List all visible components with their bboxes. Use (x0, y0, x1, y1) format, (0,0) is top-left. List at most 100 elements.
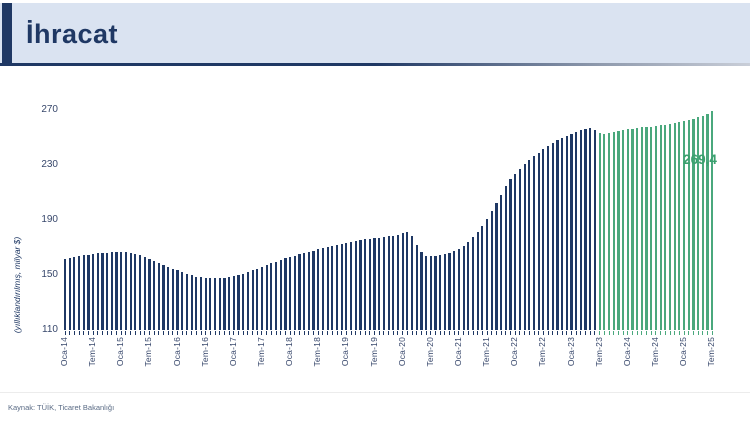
x-axis-tick (495, 331, 497, 335)
bar (92, 253, 95, 330)
x-axis-tick (608, 331, 610, 335)
bar (199, 277, 203, 330)
x-axis-tick (308, 331, 310, 335)
bar (63, 259, 67, 330)
bar (223, 277, 226, 330)
x-axis-tick (83, 331, 85, 335)
bar (514, 173, 517, 330)
bar (289, 256, 292, 330)
x-axis-tick (472, 331, 474, 335)
x-axis-tick (153, 331, 155, 335)
header-divider (0, 63, 750, 66)
bar (528, 160, 531, 330)
bar (106, 252, 109, 330)
x-axis-tick (505, 331, 507, 335)
x-axis-tick (116, 331, 118, 335)
bar (293, 255, 296, 330)
bar (584, 128, 587, 330)
header: İhracat (0, 3, 750, 63)
y-tick-label: 230 (41, 159, 58, 170)
bar (565, 136, 568, 330)
x-axis-tick (510, 331, 512, 335)
bar (631, 128, 634, 330)
x-axis-tick (322, 331, 324, 335)
x-axis-tick (233, 331, 235, 335)
bar (636, 127, 639, 330)
x-axis-tick (688, 331, 690, 335)
bar (467, 242, 470, 330)
bar (138, 255, 142, 330)
x-axis-tick (692, 331, 694, 335)
x-axis-tick (355, 331, 357, 335)
bar (312, 250, 315, 330)
bar (228, 277, 231, 330)
bar (575, 132, 578, 330)
x-axis-tick (660, 331, 662, 335)
x-tick-label: Oca-16 (171, 337, 182, 367)
x-axis-tick (571, 331, 573, 335)
x-axis-tick (205, 331, 207, 335)
x-axis-tick (566, 331, 568, 335)
last-value-label: 269,4 (683, 152, 717, 167)
x-axis-tick (350, 331, 352, 335)
bar (232, 276, 235, 330)
bar (495, 202, 498, 330)
bar (195, 276, 198, 330)
x-axis-tick (378, 331, 380, 335)
x-axis-tick (711, 331, 713, 335)
x-axis-tick (707, 331, 709, 335)
bar (340, 243, 343, 330)
x-tick-label: Tem-19 (368, 337, 379, 367)
bar (256, 268, 259, 330)
y-tick-label: 190 (41, 214, 58, 225)
bar (500, 194, 503, 330)
x-axis-tick (477, 331, 479, 335)
x-axis-tick (195, 331, 197, 335)
x-axis-tick (524, 331, 526, 335)
x-axis-tick (697, 331, 699, 335)
x-axis-tick (130, 331, 132, 335)
bar (687, 119, 690, 330)
bar (298, 254, 301, 330)
y-tick-label: 150 (41, 269, 58, 280)
x-tick-label: Oca-14 (59, 337, 69, 367)
x-axis-tick (420, 331, 422, 335)
bar (143, 256, 146, 330)
x-axis-tick (97, 331, 99, 335)
x-axis-tick (463, 331, 465, 335)
bar (462, 246, 465, 330)
x-axis-tick (294, 331, 296, 335)
x-axis-tick (556, 331, 558, 335)
x-tick-label: Tem-23 (593, 337, 604, 367)
bar (176, 270, 179, 330)
x-axis-tick (383, 331, 385, 335)
x-axis-tick (580, 331, 582, 335)
x-axis-tick (528, 331, 530, 335)
x-axis-tick (69, 331, 71, 335)
x-axis-tick (87, 331, 89, 335)
bar (270, 263, 273, 330)
x-axis-tick (73, 331, 75, 335)
bar (129, 253, 132, 330)
x-tick-label: Oca-19 (340, 337, 351, 367)
x-axis-tick (374, 331, 376, 335)
bar (471, 237, 475, 330)
bar (617, 131, 620, 330)
x-axis-tick (613, 331, 615, 335)
x-tick-label: Tem-14 (87, 337, 98, 367)
x-tick-label: Tem-18 (312, 337, 323, 367)
bar (425, 255, 428, 330)
bar (692, 118, 695, 330)
bar (546, 145, 550, 330)
x-tick-label: Oca-23 (565, 337, 576, 367)
x-axis-tick (491, 331, 493, 335)
x-axis-tick (331, 331, 333, 335)
bar (77, 256, 81, 330)
bar (181, 271, 184, 330)
x-axis-tick (223, 331, 225, 335)
x-axis-tick (664, 331, 666, 335)
x-axis-tick (650, 331, 652, 335)
x-tick-label: Oca-25 (678, 337, 689, 367)
source-note: Kaynak: TÜİK, Ticaret Bakanlığı (8, 403, 115, 412)
x-axis-tick (134, 331, 136, 335)
